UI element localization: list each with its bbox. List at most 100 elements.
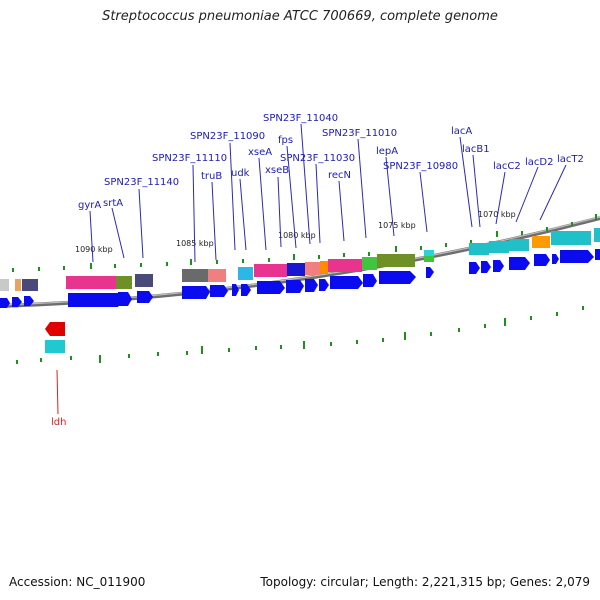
tick — [70, 356, 72, 360]
cog-block — [45, 347, 65, 353]
tick — [114, 264, 116, 268]
cog-block — [66, 276, 116, 289]
tick — [293, 254, 295, 260]
cog-block — [509, 239, 529, 251]
cog-block — [489, 241, 509, 253]
gene-label: lacD2 — [525, 157, 553, 168]
cog-block — [45, 340, 65, 347]
gene-label: truB — [201, 171, 222, 182]
tick — [430, 332, 432, 336]
tick — [255, 346, 257, 350]
tick — [368, 252, 370, 256]
gene-arrow — [509, 257, 530, 270]
tick — [38, 267, 40, 271]
cog-block — [594, 228, 600, 242]
leader-line — [495, 171, 506, 225]
leader-line — [192, 164, 196, 263]
tick — [330, 342, 332, 346]
gene-label: SPN23F_11110 — [152, 153, 227, 164]
cog-block — [22, 279, 38, 291]
genome-summary-text: Topology: circular; Length: 2,221,315 bp… — [260, 575, 590, 589]
gene-arrow — [534, 254, 550, 266]
gene-label: lacB1 — [462, 144, 490, 155]
scale-label: 1090 kbp — [75, 245, 113, 254]
accession-text: Accession: NC_011900 — [9, 575, 146, 589]
gene-label-ldh: ldh — [51, 417, 66, 428]
tick — [458, 328, 460, 332]
tick — [16, 360, 18, 364]
gene-label: lacC2 — [493, 161, 521, 172]
reverse-genes — [45, 322, 65, 353]
cog-block — [208, 269, 226, 282]
tick — [157, 352, 159, 356]
leader-line — [385, 156, 395, 237]
gene-label: udk — [231, 168, 250, 179]
tick — [12, 268, 14, 272]
scale-label: 1070 kbp — [478, 210, 516, 219]
cog-block — [362, 257, 377, 270]
gene-arrow — [363, 274, 377, 287]
tick — [280, 345, 282, 349]
tick — [382, 338, 384, 342]
leader-line — [459, 136, 473, 228]
leader-line — [111, 207, 125, 259]
gene-label: SPN23F_11010 — [322, 128, 397, 139]
gene-arrow — [118, 292, 132, 306]
forward-genes — [0, 249, 600, 308]
gene-label: SPN23F_11090 — [190, 131, 265, 142]
leader-line — [300, 123, 311, 245]
tick — [582, 306, 584, 310]
tick — [242, 259, 244, 263]
tick — [140, 263, 142, 267]
tick — [356, 340, 358, 344]
tick — [216, 260, 218, 264]
scale-label: 1075 kbp — [378, 221, 416, 230]
gene-arrow — [182, 286, 210, 299]
gene-arrow — [286, 280, 304, 293]
tick — [90, 263, 92, 269]
gene-arrow — [257, 281, 285, 294]
tick — [404, 332, 406, 340]
gene-label: SPN23F_11030 — [280, 153, 355, 164]
tick — [420, 246, 422, 250]
tick — [63, 266, 65, 270]
tick — [556, 312, 558, 316]
cog-block — [15, 279, 21, 291]
cog-block — [328, 259, 362, 272]
leader-line — [515, 166, 539, 223]
leader-line — [539, 164, 567, 221]
gene-arrow — [560, 250, 594, 263]
gene-arrow — [426, 267, 434, 278]
leader-line — [89, 210, 94, 263]
gene-label: SPN23F_11140 — [104, 177, 179, 188]
tick — [530, 316, 532, 320]
gene-arrow — [24, 296, 34, 306]
gene-arrow-ldh — [45, 322, 65, 336]
scale-label: 1080 kbp — [278, 231, 316, 240]
cog-block — [305, 262, 320, 275]
tick — [470, 240, 472, 244]
cog-block — [182, 269, 208, 282]
leader-lines — [56, 123, 567, 415]
leader-line — [315, 163, 321, 244]
tick — [546, 227, 548, 231]
tick — [395, 246, 397, 252]
gene-arrow — [137, 291, 153, 303]
gene-arrow — [319, 279, 329, 291]
gene-arrow — [12, 297, 22, 307]
leader-line — [419, 171, 428, 233]
cog-block — [116, 276, 132, 289]
cog-block — [377, 254, 415, 267]
cog-block — [135, 274, 153, 287]
cog-block — [287, 263, 305, 276]
gene-label: lacT2 — [557, 154, 584, 165]
leader-line — [338, 180, 345, 242]
cog-block — [532, 236, 550, 248]
gene-arrow — [330, 276, 363, 289]
cog-block — [320, 261, 328, 274]
gene-label: SPN23F_11040 — [263, 113, 338, 124]
tick — [190, 259, 192, 265]
tick — [99, 355, 101, 363]
tick — [571, 222, 573, 226]
tick — [268, 258, 270, 262]
